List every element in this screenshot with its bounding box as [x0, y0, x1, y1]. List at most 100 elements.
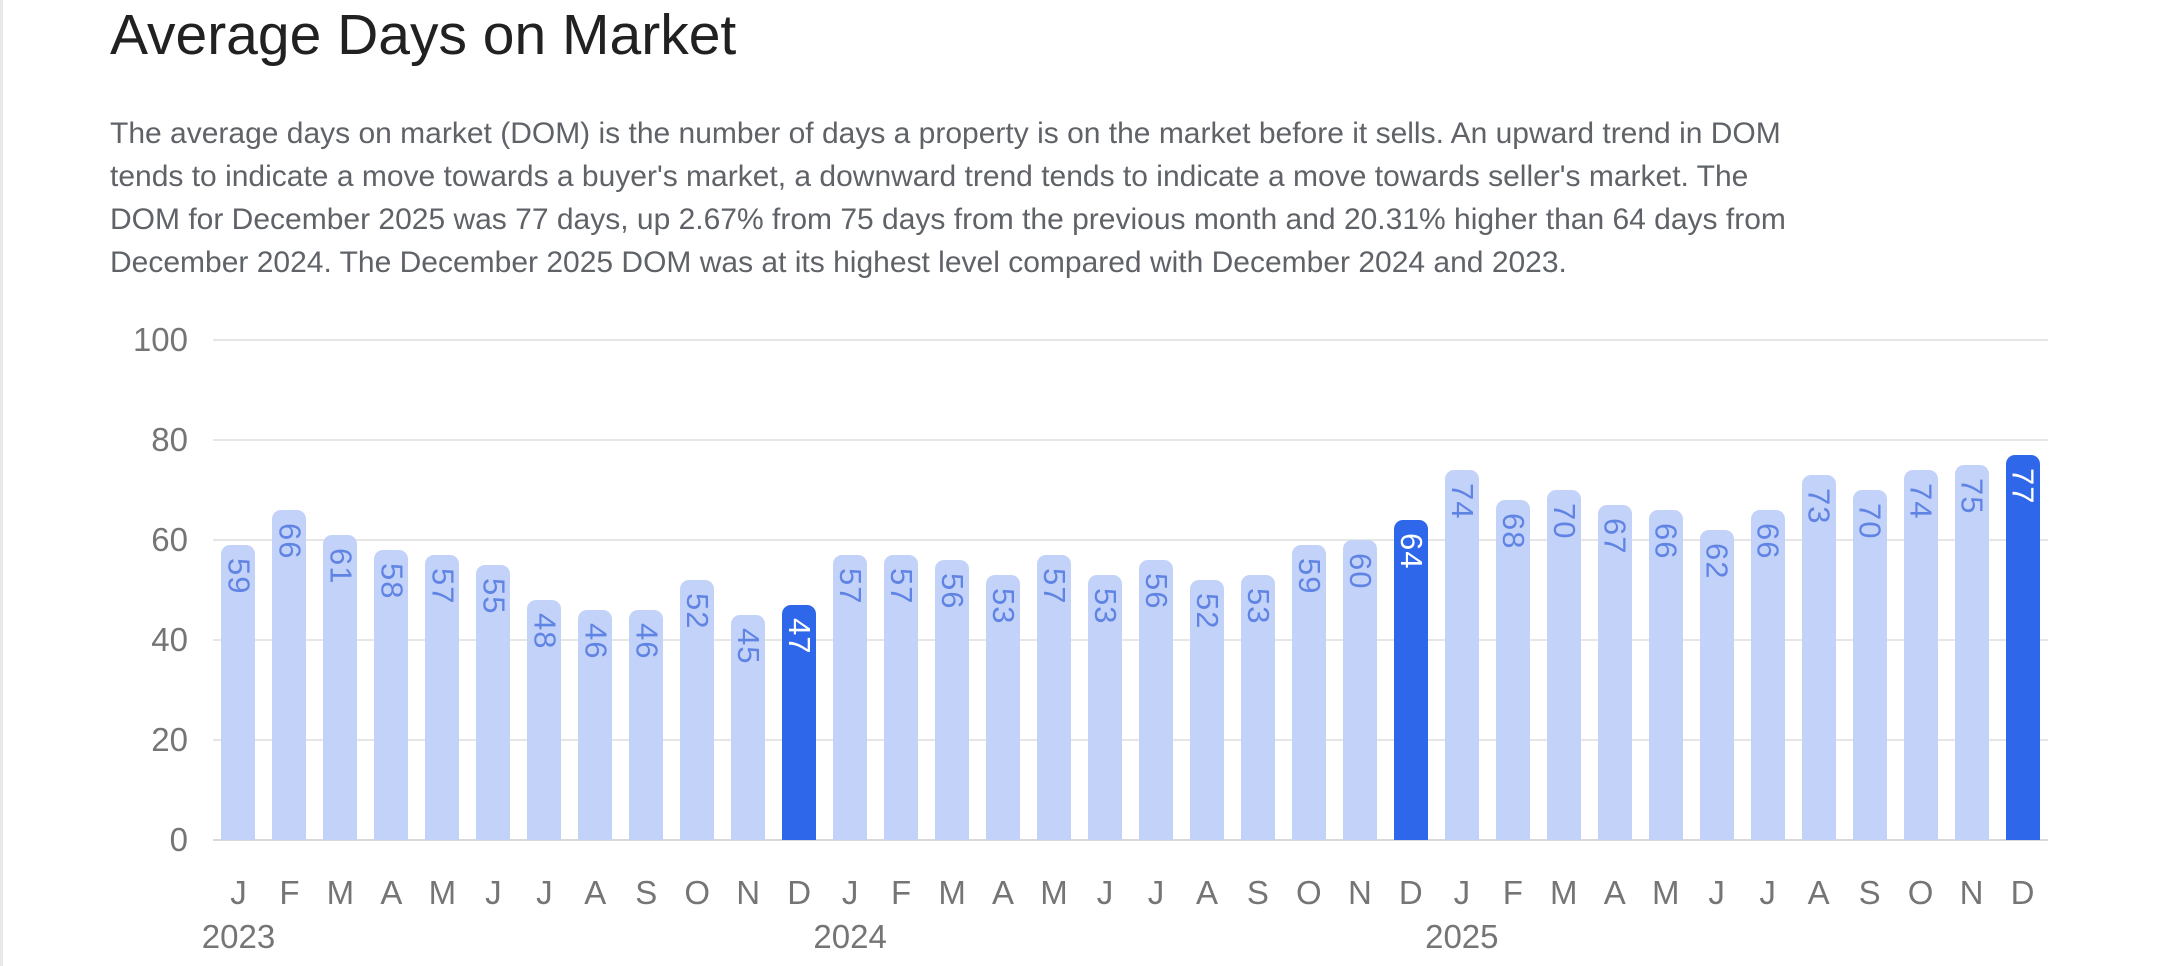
x-axis-month-label-12: J — [841, 874, 859, 911]
description-line-4: December 2024. The December 2025 DOM was… — [110, 246, 1567, 279]
bar-A-27[interactable]: 67 — [1597, 505, 1633, 840]
bar-S-32[interactable]: 70 — [1852, 490, 1888, 840]
bar-value-label: 58 — [374, 563, 410, 600]
bar-M-28[interactable]: 66 — [1648, 510, 1684, 840]
bar-value-label: 61 — [323, 548, 359, 585]
bar-J-12[interactable]: 57 — [833, 555, 869, 840]
x-axis-month-label-22: N — [1347, 874, 1372, 911]
x-axis-month-label-7: A — [584, 874, 607, 911]
x-axis-month-label-5: J — [485, 874, 502, 911]
bar-N-10[interactable]: 45 — [731, 615, 767, 840]
bar-F-25[interactable]: 68 — [1495, 500, 1531, 840]
bar-M-2[interactable]: 61 — [323, 535, 359, 840]
bar-O-33[interactable]: 74 — [1903, 470, 1939, 840]
bar-value-label: 59 — [221, 558, 257, 595]
bar-J-17[interactable]: 53 — [1088, 575, 1123, 840]
bar-A-31[interactable]: 73 — [1801, 475, 1837, 840]
bar-D-11-highlighted[interactable]: 47 — [782, 605, 818, 840]
x-axis-month-label-30: J — [1759, 874, 1776, 911]
x-axis-month-label-26: M — [1550, 874, 1578, 911]
bar-M-14[interactable]: 56 — [935, 560, 970, 840]
bar-S-8[interactable]: 46 — [629, 610, 665, 840]
bar-A-15[interactable]: 53 — [986, 575, 1022, 840]
bar-M-26[interactable]: 70 — [1546, 490, 1582, 840]
bar-F-1[interactable]: 66 — [272, 510, 307, 840]
bar-J-29[interactable]: 62 — [1699, 530, 1735, 840]
x-axis-month-label-9: O — [684, 874, 711, 911]
bar-F-13[interactable]: 57 — [884, 555, 920, 840]
bar-O-9[interactable]: 52 — [680, 580, 715, 840]
x-axis-month-label-6: J — [536, 874, 553, 911]
bar-value-label: 68 — [1495, 513, 1531, 550]
x-axis-month-label-19: A — [1195, 874, 1218, 911]
bar-value-label: 57 — [884, 568, 920, 605]
y-axis-tick-40: 40 — [151, 621, 188, 658]
bar-value-label: 66 — [1750, 523, 1786, 560]
bar-value-label: 64 — [1393, 533, 1429, 570]
bar-value-label: 46 — [629, 623, 665, 660]
x-axis-month-label-11: D — [787, 874, 812, 911]
bar-value-label: 53 — [1088, 588, 1123, 625]
bar-value-label: 70 — [1852, 503, 1888, 540]
bar-D-35-highlighted[interactable]: 77 — [2005, 455, 2041, 840]
bar-value-label: 74 — [1444, 483, 1480, 520]
bar-A-19[interactable]: 52 — [1189, 580, 1225, 840]
x-axis-month-label-35: D — [2010, 874, 2035, 911]
description-line-1: The average days on market (DOM) is the … — [110, 117, 1781, 150]
bar-N-22[interactable]: 60 — [1342, 540, 1378, 840]
x-axis-month-label-27: A — [1603, 874, 1626, 911]
bar-J-6[interactable]: 48 — [527, 600, 562, 840]
x-axis-month-label-20: S — [1246, 874, 1269, 911]
average-days-on-market-bar-chart: 0 20 40 60 80 100 59 J 66 F 61 M 58 A 57 M 55 J 48 J 46 A 46 S 5… — [3, 0, 2174, 966]
bar-O-21[interactable]: 59 — [1291, 545, 1327, 840]
x-axis-month-label-3: A — [380, 874, 403, 911]
bar-D-23-highlighted[interactable]: 64 — [1393, 520, 1429, 840]
y-axis-tick-100: 100 — [132, 321, 188, 358]
x-axis-month-label-0: J — [230, 874, 247, 911]
bar-M-4[interactable]: 57 — [425, 555, 461, 840]
x-axis-month-label-24: J — [1453, 874, 1471, 911]
bar-value-label: 67 — [1597, 518, 1633, 555]
bar-value-label: 77 — [2005, 468, 2041, 505]
description-line-2: tends to indicate a move towards a buyer… — [110, 160, 1749, 193]
bar-value-label: 52 — [1189, 593, 1225, 630]
x-axis-month-label-34: N — [1959, 874, 1984, 911]
x-axis-month-label-31: A — [1807, 874, 1830, 911]
x-axis-month-label-33: O — [1907, 874, 1934, 911]
bar-J-5[interactable]: 55 — [476, 565, 512, 840]
x-axis-baseline — [213, 839, 2048, 841]
bar-N-34[interactable]: 75 — [1954, 465, 1990, 840]
bar-S-20[interactable]: 53 — [1240, 575, 1276, 840]
bar-A-3[interactable]: 58 — [374, 550, 410, 840]
x-axis-month-label-13: F — [891, 874, 912, 911]
bar-value-label: 60 — [1342, 553, 1378, 590]
bar-value-label: 57 — [425, 568, 461, 605]
bar-value-label: 53 — [1240, 588, 1276, 625]
bar-value-label: 59 — [1291, 558, 1327, 595]
x-axis-month-label-23: D — [1398, 874, 1423, 911]
bar-value-label: 57 — [833, 568, 869, 605]
bar-J-30[interactable]: 66 — [1750, 510, 1786, 840]
bar-value-label: 53 — [986, 588, 1022, 625]
x-axis-month-label-32: S — [1858, 874, 1881, 911]
x-axis-month-label-15: A — [992, 874, 1015, 911]
x-axis-year-label-2024: 2024 — [813, 918, 887, 955]
x-axis-month-label-17: J — [1096, 874, 1114, 911]
bar-J-18[interactable]: 56 — [1138, 560, 1174, 840]
y-axis-tick-0: 0 — [169, 821, 188, 858]
gridline-80 — [213, 439, 2048, 441]
bar-value-label: 73 — [1801, 488, 1837, 525]
bar-value-label: 62 — [1699, 543, 1735, 580]
y-axis-tick-20: 20 — [151, 721, 188, 758]
x-axis-month-label-8: S — [635, 874, 658, 911]
bar-value-label: 66 — [1648, 523, 1684, 560]
bar-value-label: 47 — [782, 618, 818, 655]
x-axis-month-label-2: M — [326, 874, 355, 911]
bar-J-24[interactable]: 74 — [1444, 470, 1480, 840]
bar-M-16[interactable]: 57 — [1037, 555, 1072, 840]
bar-value-label: 55 — [476, 578, 512, 615]
bar-value-label: 45 — [731, 628, 767, 665]
bar-A-7[interactable]: 46 — [578, 610, 613, 840]
x-axis-month-label-18: J — [1147, 874, 1165, 911]
bar-J-0[interactable]: 59 — [221, 545, 257, 840]
